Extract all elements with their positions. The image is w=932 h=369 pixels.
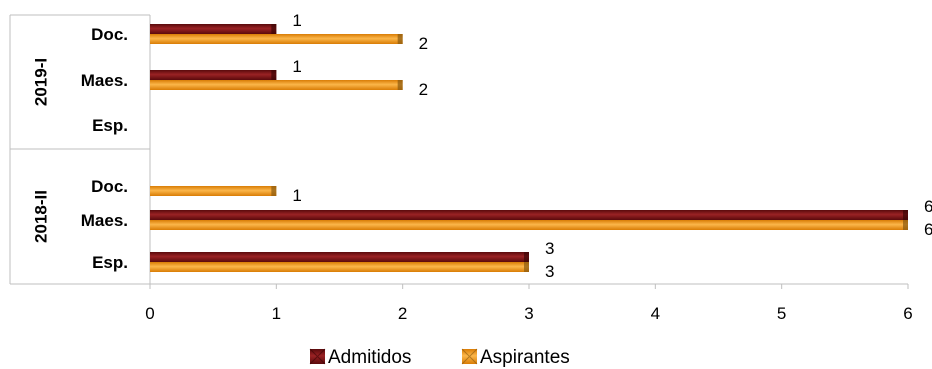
data-label-aspirantes: 2: [419, 34, 428, 53]
legend-label-aspirantes: Aspirantes: [480, 347, 570, 368]
x-tick-label: 1: [272, 304, 281, 323]
legend: Admitidos Aspirantes: [309, 347, 570, 368]
data-label-aspirantes: 1: [292, 186, 301, 205]
category-label: Maes.: [81, 71, 128, 90]
x-tick-label: 4: [651, 304, 660, 323]
bar-end-bevel: [271, 70, 277, 80]
bar-admitidos: [150, 70, 277, 80]
bar-end-bevel: [524, 262, 529, 272]
x-tick-label: 0: [145, 304, 154, 323]
x-tick-label: 3: [524, 304, 533, 323]
data-label-aspirantes: 6: [924, 220, 932, 239]
data-label-admitidos: 6: [924, 197, 932, 216]
data-label-aspirantes: 2: [419, 80, 428, 99]
group-label: 2019-I: [31, 58, 50, 106]
data-label-admitidos: 1: [292, 11, 301, 30]
bar-aspirantes: [150, 220, 908, 230]
category-label: Esp.: [92, 116, 128, 135]
bar-end-bevel: [397, 80, 403, 90]
category-label: Doc.: [91, 177, 128, 196]
bar-admitidos: [150, 210, 908, 220]
labels: 0 1 2 3 4 5 6 Doc. Maes. Esp. 2019-I Doc. Maes. Esp. 2…: [31, 11, 932, 323]
category-label: Doc.: [91, 25, 128, 44]
bar-end-bevel: [524, 252, 529, 262]
bar-end-bevel: [397, 34, 403, 44]
legend-label-admitidos: Admitidos: [328, 347, 411, 368]
category-label: Esp.: [92, 253, 128, 272]
axes: [9, 14, 909, 289]
data-label-admitidos: 1: [292, 57, 301, 76]
group-label: 2018-II: [31, 190, 50, 243]
bars: [150, 24, 908, 272]
data-label-aspirantes: 3: [545, 262, 554, 281]
bar-admitidos: [150, 252, 529, 262]
bar-aspirantes: [150, 262, 529, 272]
bar-end-bevel: [903, 210, 908, 220]
bar-end-bevel: [271, 24, 277, 34]
legend-swatch-bevel: [309, 348, 326, 365]
x-tick-label: 5: [777, 304, 786, 323]
bar-aspirantes: [150, 80, 403, 90]
bar-end-bevel: [271, 186, 277, 196]
x-tick-label: 6: [903, 304, 912, 323]
bar-end-bevel: [903, 220, 908, 230]
data-label-admitidos: 3: [545, 239, 554, 258]
category-label: Maes.: [81, 211, 128, 230]
x-tick-label: 2: [398, 304, 407, 323]
bar-aspirantes: [150, 186, 277, 196]
legend-swatch-bevel: [461, 348, 478, 365]
bar-aspirantes: [150, 34, 403, 44]
bar-admitidos: [150, 24, 277, 34]
